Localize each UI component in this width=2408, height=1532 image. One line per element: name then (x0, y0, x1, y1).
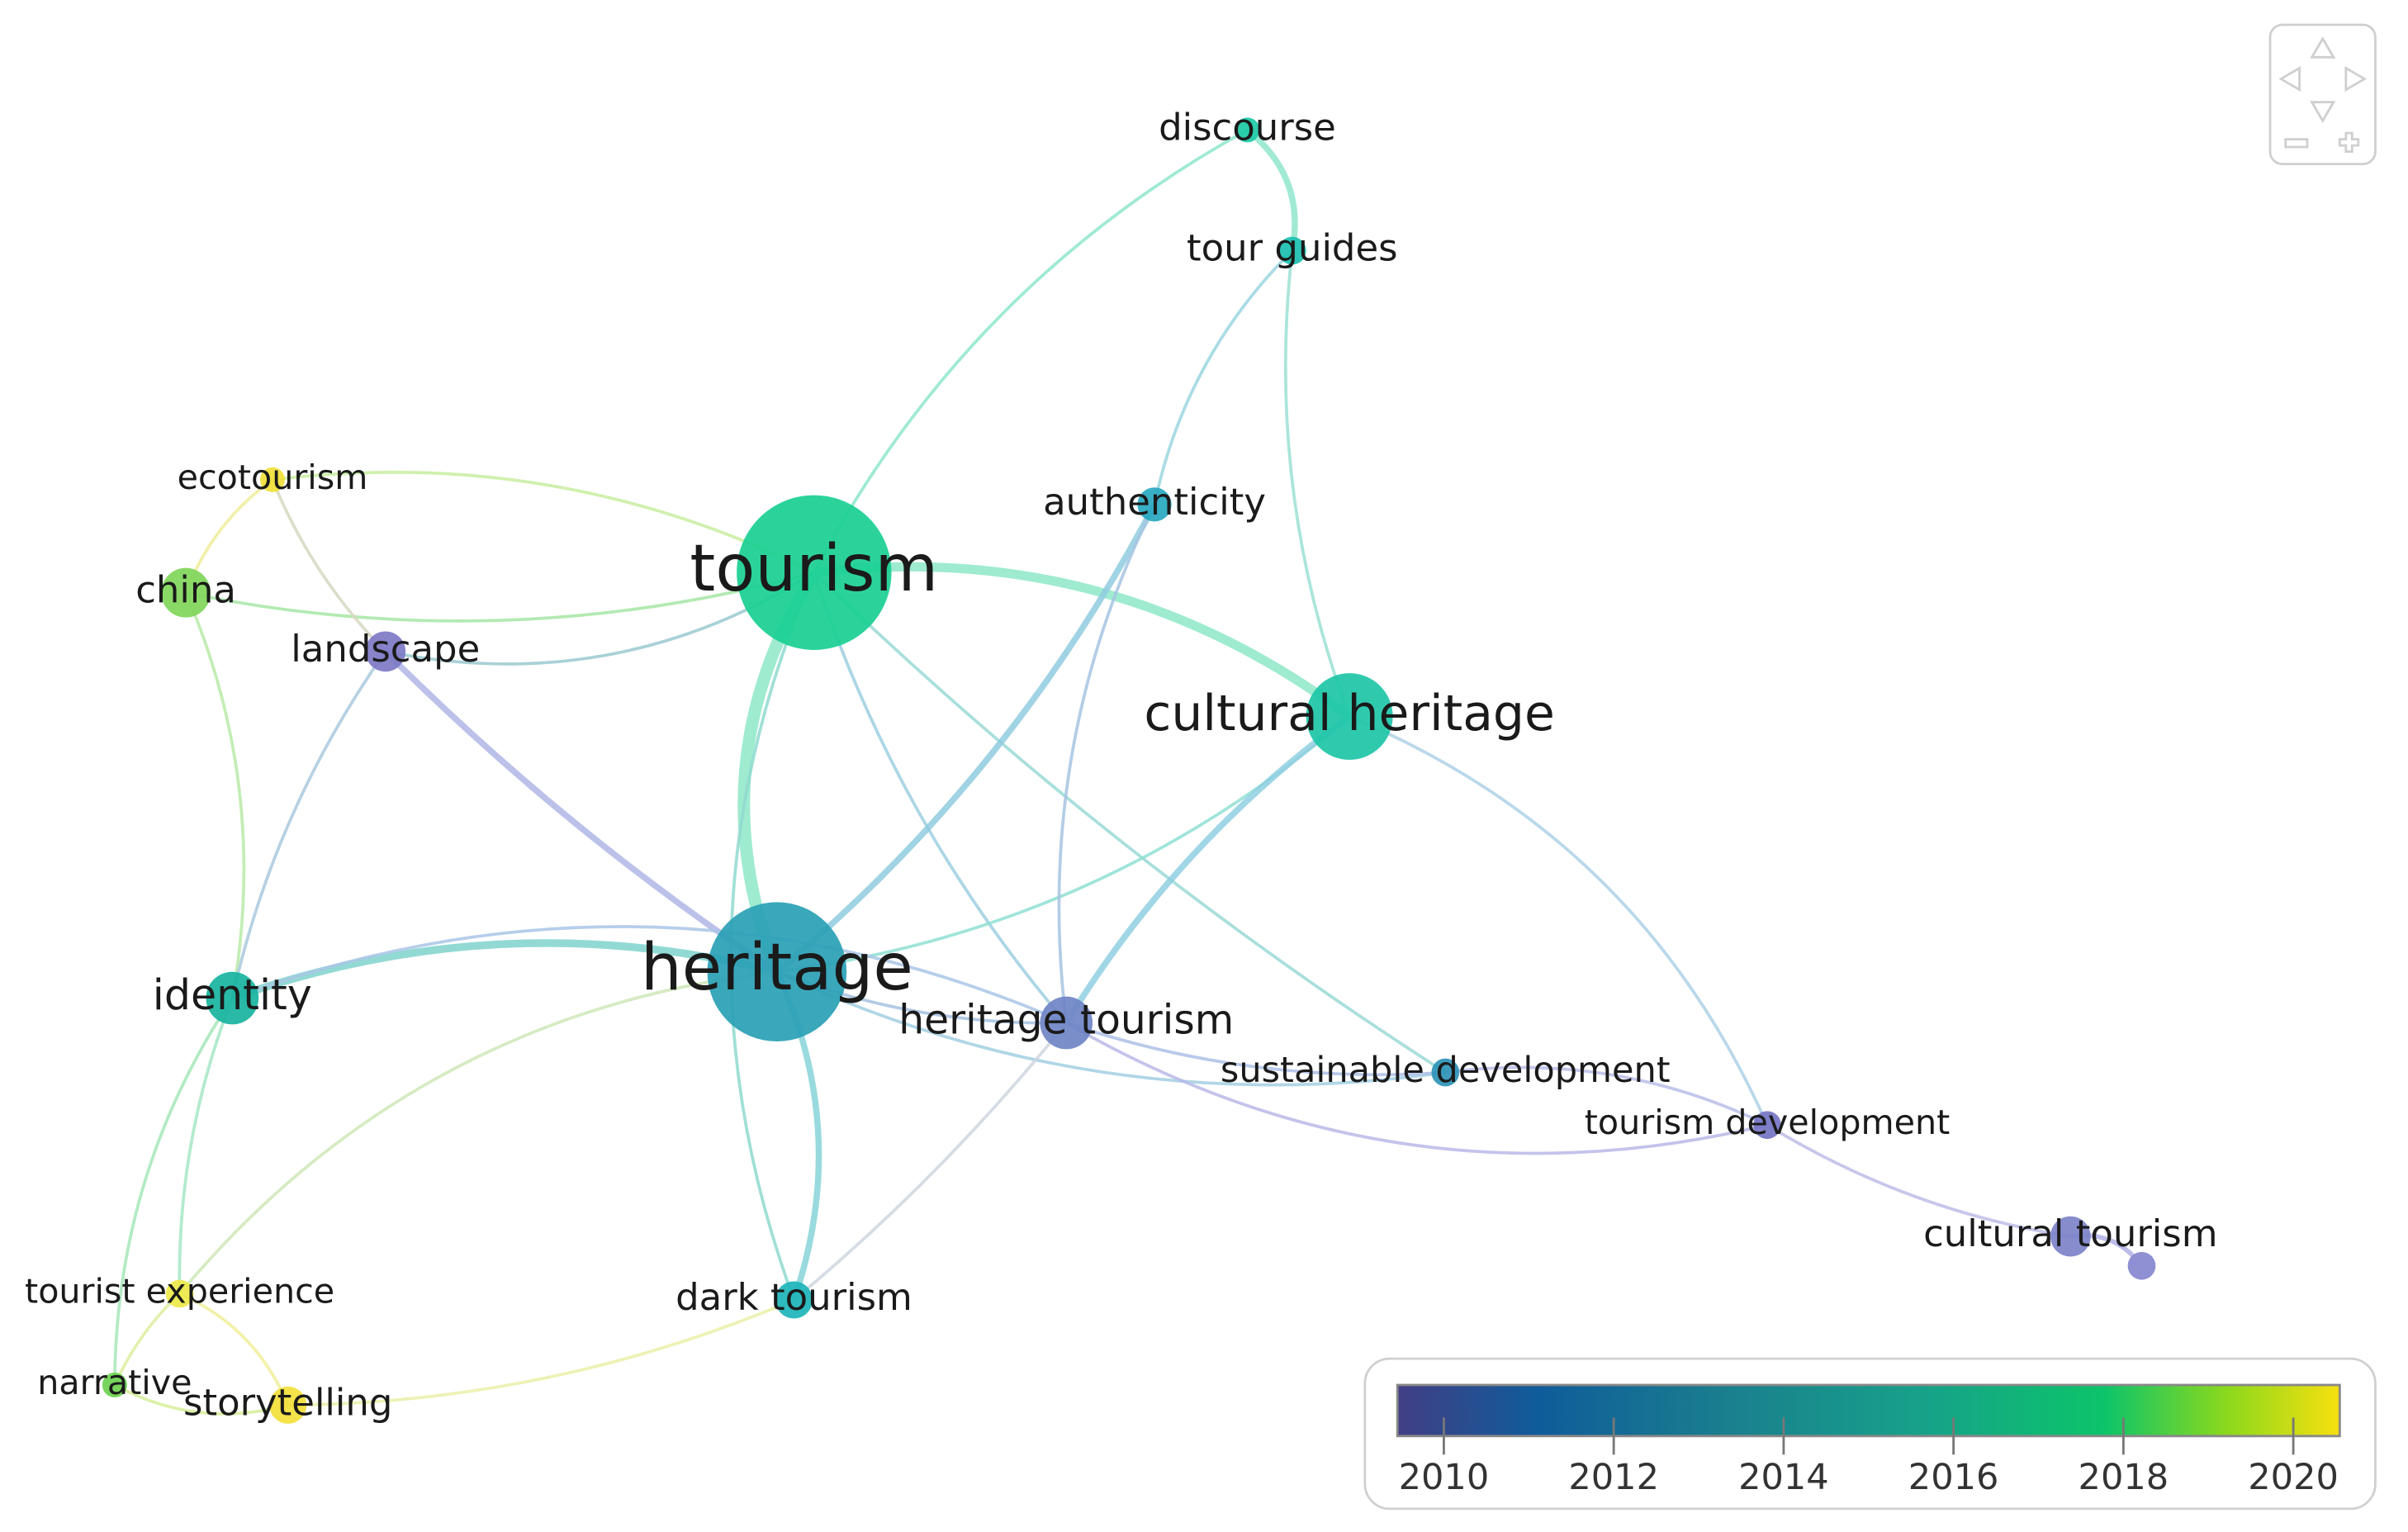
node[interactable] (2050, 1216, 2091, 1257)
link (271, 479, 387, 653)
node-label[interactable]: tour guides (1187, 226, 1398, 270)
node[interactable] (1277, 236, 1306, 265)
link (185, 571, 815, 623)
node[interactable] (165, 1279, 194, 1308)
link (231, 925, 1067, 1025)
legend-tick-label: 2020 (2248, 1457, 2339, 1498)
node-label[interactable]: heritage tourism (898, 998, 1234, 1044)
node-label[interactable]: tourism (690, 530, 938, 606)
link (1245, 127, 1298, 252)
link (1065, 1021, 1446, 1077)
node-label[interactable]: heritage (641, 929, 913, 1005)
nodes (102, 117, 2156, 1424)
link (230, 650, 387, 998)
node[interactable] (775, 1281, 813, 1319)
link (1153, 249, 1294, 505)
zoom-out[interactable] (2284, 138, 2309, 149)
node[interactable] (260, 467, 285, 492)
labels: tourism heritage cultural heritage discours… (25, 105, 2217, 1424)
link (813, 571, 1447, 1074)
link (178, 1292, 290, 1406)
node-label[interactable]: tourism development (1585, 1103, 1951, 1142)
link (287, 1298, 795, 1407)
node-label[interactable]: ecotourism (178, 458, 368, 497)
node[interactable] (1137, 487, 1172, 522)
node-label[interactable]: landscape (291, 627, 480, 671)
node[interactable] (1306, 673, 1393, 761)
link (272, 470, 815, 574)
legend-tick-label: 2014 (1738, 1457, 1829, 1498)
node-label[interactable]: dark tourism (675, 1275, 912, 1319)
color-bar (1396, 1383, 2341, 1438)
node-label[interactable]: cultural tourism (1923, 1212, 2217, 1255)
node-label[interactable]: storytelling (183, 1380, 392, 1424)
link (1283, 250, 1351, 718)
node[interactable] (365, 631, 406, 672)
color-legend: 2010 2012 2014 2016 2018 2020 (1363, 1357, 2377, 1511)
legend-tick-label: 2018 (2079, 1457, 2169, 1498)
link (776, 970, 1446, 1087)
link (775, 503, 1158, 975)
link (1445, 1065, 1768, 1126)
link (178, 997, 235, 1294)
navigation-control[interactable] (2268, 23, 2377, 166)
legend-tick-label: 2012 (1568, 1457, 1659, 1498)
link (1064, 714, 1352, 1025)
node-label[interactable]: cultural heritage (1144, 685, 1554, 742)
node-label[interactable]: sustainable development (1221, 1050, 1671, 1091)
node[interactable] (1753, 1111, 1781, 1140)
link (1057, 504, 1156, 1023)
link (113, 1383, 289, 1416)
node-label[interactable]: discourse (1159, 105, 1336, 149)
pan-left[interactable] (2278, 65, 2301, 92)
node[interactable] (206, 971, 259, 1025)
pan-right[interactable] (2344, 65, 2368, 92)
link (184, 591, 246, 998)
link (813, 128, 1249, 574)
node-label[interactable]: authenticity (1043, 480, 1266, 524)
link (383, 649, 779, 975)
link (230, 939, 778, 1002)
link (793, 1022, 1068, 1302)
node[interactable] (1431, 1058, 1460, 1087)
node-label[interactable]: china (135, 568, 236, 612)
nav-frame (2268, 23, 2377, 166)
node[interactable] (2127, 1251, 2156, 1280)
legend-tick-label: 2010 (1399, 1457, 1490, 1498)
pan-down[interactable] (2310, 101, 2336, 123)
node[interactable] (269, 1386, 307, 1424)
link (1766, 1123, 2071, 1238)
link (113, 997, 234, 1386)
zoom-in[interactable] (2338, 131, 2360, 154)
node-label[interactable]: tourist experience (25, 1271, 334, 1311)
node[interactable] (1040, 996, 1093, 1050)
node-label[interactable]: identity (153, 970, 312, 1019)
link (813, 562, 1353, 721)
node[interactable] (102, 1373, 127, 1397)
legend-tick-label: 2016 (1908, 1457, 1999, 1498)
node-label[interactable]: narrative (37, 1363, 192, 1402)
link (1065, 1021, 1768, 1155)
node[interactable] (161, 567, 211, 618)
edges (113, 127, 2144, 1416)
link (178, 970, 778, 1295)
link (1349, 714, 1769, 1126)
node[interactable] (1235, 117, 1260, 143)
pan-up[interactable] (2310, 36, 2336, 59)
node[interactable] (737, 495, 892, 650)
node[interactable] (707, 902, 847, 1042)
